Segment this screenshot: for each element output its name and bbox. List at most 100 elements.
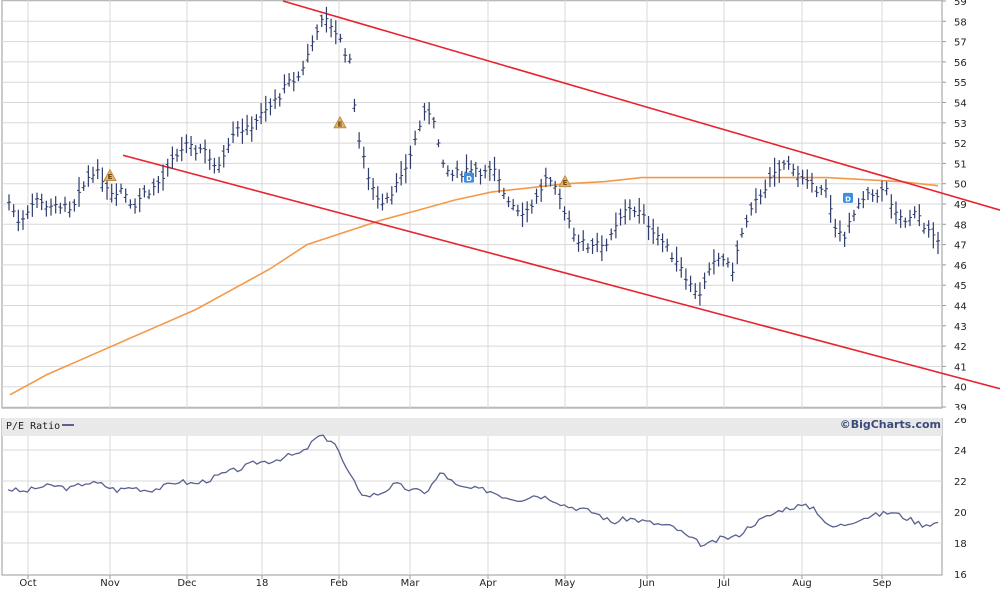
ohlc-bar	[7, 194, 11, 211]
ohlc-bar	[338, 33, 343, 43]
ohlc-bar	[912, 206, 917, 219]
ohlc-bar	[77, 177, 82, 207]
ohlc-bar	[851, 209, 856, 222]
ohlc-bar	[240, 118, 245, 144]
price-tick-label: 56	[954, 58, 967, 69]
moving-average-layer	[9, 176, 939, 396]
ohlc-bar	[739, 227, 744, 238]
ohlc-bar	[637, 197, 642, 224]
ohlc-bar	[189, 135, 194, 157]
ohlc-bar	[557, 188, 562, 210]
ohlc-bar	[772, 157, 777, 187]
ohlc-bar	[478, 168, 483, 185]
ohlc-bar	[226, 137, 231, 153]
ohlc-bar	[865, 186, 870, 200]
ohlc-bar	[137, 188, 142, 213]
pe-legend-band	[2, 418, 942, 436]
ohlc-bar	[16, 209, 21, 232]
ohlc-bar	[833, 218, 838, 238]
ohlc-bar	[875, 189, 880, 203]
ohlc-bar	[86, 165, 91, 187]
price-tick-label: 53	[954, 119, 967, 130]
ohlc-bar	[534, 188, 539, 204]
ohlc-bar	[744, 214, 749, 228]
ohlc-bar	[343, 48, 348, 63]
ohlc-bar	[660, 233, 665, 253]
ohlc-bar	[651, 218, 656, 244]
ohlc-bar	[856, 198, 861, 209]
ohlc-bar	[151, 178, 156, 196]
date-tick-label: May	[555, 578, 576, 589]
ohlc-bar	[627, 199, 632, 221]
ohlc-bar	[819, 184, 824, 196]
ohlc-bar	[333, 20, 338, 45]
upper-trendline	[282, 0, 1000, 211]
ohlc-bar	[156, 175, 161, 194]
ohlc-bar	[837, 220, 842, 242]
ohlc-bar	[931, 222, 936, 249]
ohlc-bar	[459, 170, 464, 183]
price-tick-label: 39	[954, 403, 967, 414]
ohlc-bar	[515, 204, 520, 217]
date-tick-label: Jun	[638, 578, 655, 589]
ohlc-bar	[646, 216, 651, 241]
earnings-marker: E	[333, 115, 347, 128]
ohlc-bar	[511, 199, 516, 211]
ohlc-bar	[483, 164, 488, 179]
ohlc-bar	[870, 189, 875, 202]
ohlc-bar	[53, 196, 58, 214]
ohlc-bar	[58, 202, 63, 214]
ohlc-bar	[203, 139, 208, 164]
ohlc-bar	[842, 231, 847, 247]
ohlc-bar	[142, 185, 147, 198]
price-tick-label: 45	[954, 281, 967, 292]
ohlc-bar	[375, 186, 380, 209]
ohlc-bar	[847, 212, 852, 234]
ohlc-bar	[455, 160, 460, 179]
ohlc-bar	[520, 202, 525, 228]
pe-tick-label: 22	[954, 477, 967, 488]
ohlc-bar	[711, 249, 716, 275]
ohlc-bar	[133, 198, 138, 214]
price-tick-label: 59	[954, 0, 967, 8]
ohlc-bar	[287, 73, 292, 87]
dividend-marker: D	[843, 192, 853, 203]
pe-tick-label: 18	[954, 539, 967, 550]
ohlc-bar	[665, 238, 670, 252]
ohlc-bar	[548, 176, 553, 187]
date-tick-label: Mar	[401, 578, 421, 589]
ohlc-bar	[352, 98, 357, 113]
ohlc-bar	[725, 257, 730, 268]
ohlc-bar	[618, 208, 623, 226]
event-marker-label: E	[338, 120, 343, 128]
ohlc-bar	[497, 169, 502, 193]
ohlc-bar	[408, 145, 413, 169]
ohlc-bar	[936, 231, 940, 255]
ohlc-bar	[380, 193, 385, 211]
ohlc-bar	[907, 209, 912, 227]
ohlc-bar	[305, 43, 310, 63]
price-tick-label: 55	[954, 78, 967, 89]
ohlc-bar	[361, 146, 366, 169]
ohlc-bar	[357, 132, 362, 149]
event-marker-label: D	[466, 175, 472, 183]
ohlc-bar	[889, 194, 894, 219]
ohlc-bar	[674, 246, 679, 272]
ohlc-bar	[590, 238, 595, 254]
price-tick-label: 40	[954, 383, 967, 394]
ohlc-bar	[562, 206, 567, 221]
ohlc-bar	[795, 165, 800, 188]
ohlc-bar	[861, 191, 866, 209]
ohlc-bar	[753, 188, 758, 214]
ohlc-bar	[585, 243, 590, 254]
ohlc-bar	[175, 148, 180, 162]
ohlc-bar	[473, 161, 478, 178]
ohlc-bar	[72, 199, 77, 212]
ohlc-bar	[828, 195, 833, 223]
ohlc-bar	[669, 252, 674, 263]
ohlc-bar	[688, 275, 693, 293]
ohlc-bar	[63, 196, 68, 212]
ohlc-bar	[679, 257, 684, 278]
ohlc-bar	[809, 172, 814, 193]
ohlc-bar	[697, 282, 702, 306]
